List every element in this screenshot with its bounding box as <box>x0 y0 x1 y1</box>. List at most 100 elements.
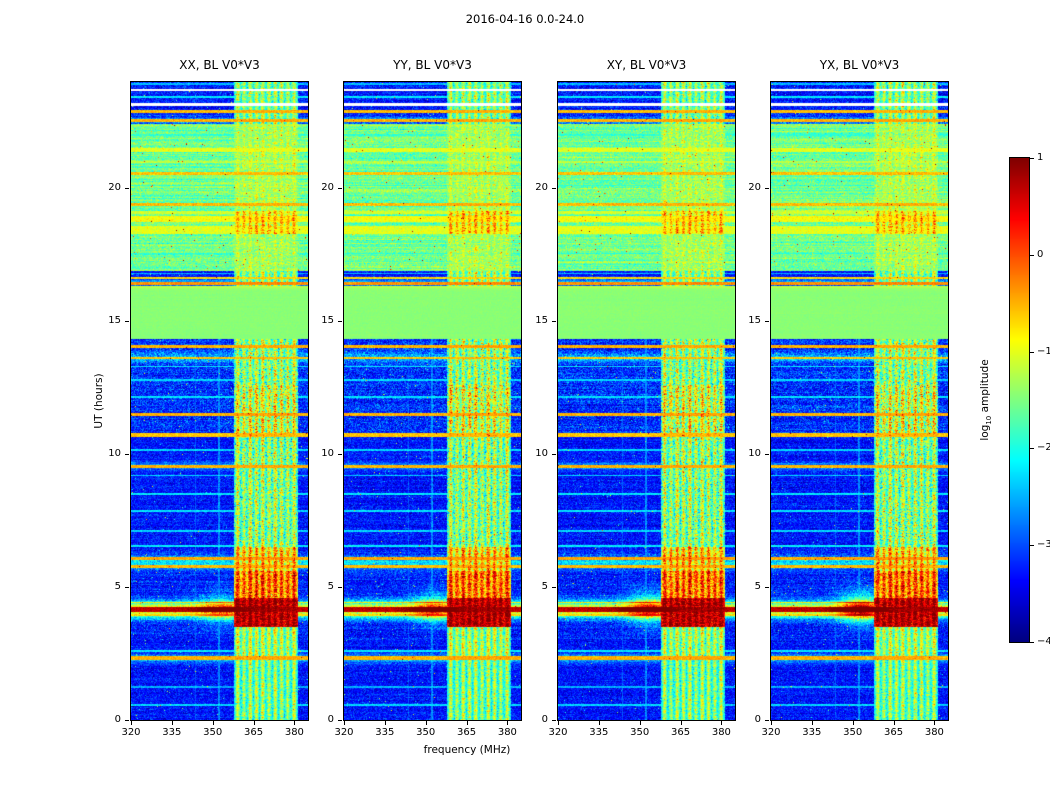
y-tick-label: 15 <box>321 315 334 327</box>
x-tick-label: 335 <box>162 727 182 738</box>
spectrogram-panel-0 <box>130 81 309 721</box>
spectrogram-canvas-3 <box>771 82 948 720</box>
y-tick <box>552 587 556 589</box>
x-tick-label: 320 <box>548 727 568 738</box>
y-tick-label: 10 <box>748 448 761 460</box>
colorbar-tick-label: −3 <box>1037 539 1050 551</box>
colorbar-tick <box>1030 254 1034 256</box>
colorbar-tick <box>1030 642 1034 643</box>
colorbar-label: log10 amplitude <box>979 359 993 440</box>
x-tick-label: 335 <box>802 727 822 738</box>
x-tick-label: 365 <box>883 727 904 738</box>
colorbar-tick-label: −2 <box>1037 442 1050 454</box>
spectrogram-canvas-1 <box>344 82 521 720</box>
x-tick-label: 335 <box>375 727 395 738</box>
y-tick-label: 15 <box>748 315 761 327</box>
x-tick-label: 350 <box>843 727 863 738</box>
x-tick-label: 350 <box>416 727 436 738</box>
x-tick-label: 380 <box>497 727 517 738</box>
x-tick <box>344 721 345 725</box>
colorbar-tick <box>1030 351 1034 353</box>
x-tick <box>294 721 296 725</box>
x-tick <box>253 721 255 725</box>
y-tick <box>552 454 556 456</box>
x-tick-label: 320 <box>121 727 141 738</box>
y-tick-label: 15 <box>108 315 121 327</box>
y-tick <box>552 720 556 721</box>
y-tick-label: 10 <box>321 448 334 460</box>
y-tick <box>552 188 556 190</box>
y-axis-label: UT (hours) <box>93 373 105 429</box>
y-tick <box>765 454 769 456</box>
y-tick-label: 10 <box>535 448 548 460</box>
x-tick <box>425 721 427 725</box>
x-tick <box>680 721 682 725</box>
x-tick <box>852 721 854 725</box>
x-tick <box>212 721 214 725</box>
x-tick-label: 365 <box>670 727 691 738</box>
y-tick-label: 5 <box>754 581 761 593</box>
y-tick <box>765 321 769 323</box>
y-tick-label: 0 <box>327 714 334 725</box>
y-tick <box>338 188 342 190</box>
x-tick-label: 365 <box>243 727 264 738</box>
colorbar-tick <box>1030 448 1034 450</box>
y-tick-label: 5 <box>114 581 121 593</box>
y-tick <box>125 454 129 456</box>
spectrogram-panel-2 <box>557 81 736 721</box>
x-tick-label: 380 <box>711 727 731 738</box>
x-tick-label: 365 <box>456 727 477 738</box>
panel-title-1: YY, BL V0*V3 <box>393 58 472 72</box>
x-tick-label: 380 <box>284 727 304 738</box>
y-tick <box>125 720 129 721</box>
x-tick <box>721 721 723 725</box>
colorbar-tick-label: 1 <box>1037 152 1044 163</box>
x-tick <box>639 721 641 725</box>
x-tick <box>131 721 132 725</box>
x-tick <box>384 721 386 725</box>
x-tick <box>771 721 772 725</box>
colorbar-label-pre: log <box>978 424 991 441</box>
y-tick <box>765 188 769 190</box>
x-tick-label: 320 <box>761 727 781 738</box>
y-tick-label: 20 <box>748 182 761 194</box>
spectrogram-panel-1 <box>343 81 522 721</box>
panel-title-3: YX, BL V0*V3 <box>819 58 900 72</box>
x-tick <box>466 721 468 725</box>
y-tick <box>338 454 342 456</box>
y-tick <box>765 720 769 721</box>
y-tick <box>125 188 129 190</box>
colorbar <box>1009 157 1030 643</box>
colorbar-gradient <box>1010 158 1029 642</box>
spectrogram-canvas-2 <box>558 82 735 720</box>
x-tick <box>811 721 813 725</box>
figure-title: 2016-04-16 0.0-24.0 <box>465 12 585 26</box>
x-tick-label: 320 <box>334 727 354 738</box>
spectrogram-panel-3 <box>770 81 949 721</box>
x-axis-label: frequency (MHz) <box>423 744 511 756</box>
y-tick <box>125 321 129 323</box>
y-tick-label: 20 <box>108 182 121 194</box>
y-tick <box>765 587 769 589</box>
colorbar-tick <box>1030 545 1034 547</box>
y-tick <box>338 720 342 721</box>
colorbar-tick-label: −4 <box>1037 636 1050 647</box>
y-tick <box>125 587 129 589</box>
colorbar-label-post: amplitude <box>978 359 991 416</box>
colorbar-label-sub: 10 <box>985 415 994 425</box>
y-tick-label: 20 <box>321 182 334 194</box>
y-tick-label: 0 <box>541 714 548 725</box>
y-tick-label: 15 <box>535 315 548 327</box>
x-tick <box>507 721 509 725</box>
colorbar-tick-label: 0 <box>1037 248 1044 260</box>
y-tick-label: 5 <box>327 581 334 593</box>
panel-title-0: XX, BL V0*V3 <box>179 58 260 72</box>
x-tick-label: 380 <box>924 727 944 738</box>
y-tick-label: 0 <box>114 714 121 725</box>
y-tick-label: 0 <box>754 714 761 725</box>
x-tick-label: 350 <box>203 727 223 738</box>
x-tick <box>934 721 936 725</box>
y-tick <box>338 587 342 589</box>
panel-title-2: XY, BL V0*V3 <box>606 58 687 72</box>
